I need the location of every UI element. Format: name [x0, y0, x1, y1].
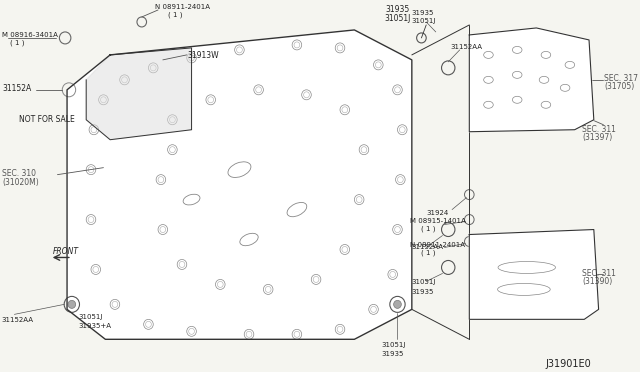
Text: SEC. 317: SEC. 317 [604, 74, 638, 83]
Text: (31390): (31390) [582, 278, 612, 286]
Text: 31935: 31935 [412, 10, 434, 16]
Text: SEC. 310: SEC. 310 [2, 169, 36, 178]
Text: 31935: 31935 [381, 351, 404, 357]
Circle shape [394, 300, 401, 308]
Text: (31397): (31397) [582, 133, 612, 142]
Text: SEC. 311: SEC. 311 [582, 269, 616, 279]
Text: FRONT: FRONT [52, 247, 79, 256]
Text: 31051J: 31051J [79, 314, 103, 320]
Text: 31935: 31935 [412, 289, 434, 295]
Polygon shape [67, 30, 412, 339]
Circle shape [68, 300, 76, 308]
Text: 31152AA: 31152AA [2, 317, 34, 323]
Text: M 08916-3401A: M 08916-3401A [2, 32, 58, 38]
Text: N 08911-2401A: N 08911-2401A [410, 241, 465, 247]
Text: J31901E0: J31901E0 [546, 359, 592, 369]
Text: (31705): (31705) [604, 82, 635, 91]
Text: 31935+A: 31935+A [79, 323, 111, 329]
Text: 31051J: 31051J [412, 18, 436, 24]
Text: ( 1 ): ( 1 ) [421, 225, 436, 232]
Text: 31051J: 31051J [412, 279, 436, 285]
Text: N 08911-2401A: N 08911-2401A [155, 4, 210, 10]
Text: SEC. 311: SEC. 311 [582, 125, 616, 134]
Polygon shape [469, 230, 598, 319]
Text: 31051J: 31051J [384, 14, 411, 23]
Polygon shape [86, 48, 191, 140]
Text: 31051J: 31051J [381, 342, 406, 348]
Text: ( 1 ): ( 1 ) [10, 40, 24, 46]
Text: M 08915-1401A: M 08915-1401A [410, 218, 466, 224]
Text: 31152AA: 31152AA [450, 44, 482, 50]
Text: ( 1 ): ( 1 ) [168, 12, 182, 19]
Text: 31152AA: 31152AA [412, 244, 444, 250]
Text: 31924: 31924 [426, 209, 449, 215]
Text: 31152A: 31152A [2, 84, 31, 93]
Polygon shape [469, 28, 594, 132]
Text: ( 1 ): ( 1 ) [421, 250, 436, 256]
Text: 31913W: 31913W [188, 51, 220, 60]
Text: 31935: 31935 [385, 5, 410, 14]
Text: (31020M): (31020M) [2, 178, 38, 187]
Text: NOT FOR SALE: NOT FOR SALE [19, 115, 75, 124]
